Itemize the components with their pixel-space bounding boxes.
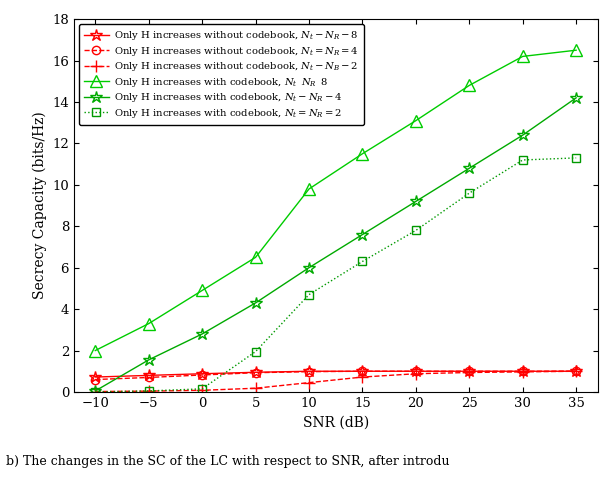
Only H increases without codebook, $N_t = N_R = 4$	[306, 369, 313, 375]
Only H increases with codebook, $N_t - N_R - 4$	[359, 232, 366, 238]
Only H increases with codebook, $N_t - N_R - 4$	[572, 95, 580, 101]
Only H increases with codebook, $N_t - N_R - 4$	[92, 388, 99, 394]
X-axis label: SNR (dB): SNR (dB)	[302, 415, 369, 429]
Only H increases with codebook, $N_t = N_R = 2$	[359, 259, 366, 264]
Only H increases without codebook, $N_t - N_R - 8$	[145, 372, 152, 378]
Only H increases without codebook, $N_t - N_R - 8$	[252, 369, 259, 375]
Only H increases without codebook, $N_t - N_B - 2$	[466, 369, 473, 375]
Only H increases without codebook, $N_t = N_R = 4$	[92, 377, 99, 382]
Only H increases without codebook, $N_t - N_B - 2$	[306, 380, 313, 385]
Line: Only H increases without codebook, $N_t - N_R - 8$: Only H increases without codebook, $N_t …	[89, 365, 582, 383]
Only H increases with codebook, $N_t - N_R - 4$	[252, 300, 259, 306]
Only H increases without codebook, $N_t - N_R - 8$	[412, 369, 419, 374]
Only H increases with codebook, $N_t \;\; N_R \;\; 8$	[412, 118, 419, 123]
Only H increases with codebook, $N_t = N_R = 2$	[145, 388, 152, 394]
Only H increases without codebook, $N_t - N_R - 8$	[572, 369, 580, 374]
Only H increases without codebook, $N_t - N_B - 2$	[145, 388, 152, 394]
Only H increases with codebook, $N_t \;\; N_R \;\; 8$	[572, 47, 580, 53]
Only H increases with codebook, $N_t = N_R = 2$	[519, 157, 527, 163]
Only H increases without codebook, $N_t = N_R = 4$	[519, 369, 527, 374]
Only H increases without codebook, $N_t - N_R - 8$	[359, 369, 366, 374]
Line: Only H increases with codebook, $N_t = N_R = 2$: Only H increases with codebook, $N_t = N…	[91, 154, 580, 396]
Only H increases with codebook, $N_t - N_R - 4$	[306, 265, 313, 271]
Only H increases with codebook, $N_t = N_R = 2$	[572, 155, 580, 161]
Line: Only H increases with codebook, $N_t \;\; N_R \;\; 8$: Only H increases with codebook, $N_t \;\…	[90, 44, 582, 356]
Line: Only H increases without codebook, $N_t - N_B - 2$: Only H increases without codebook, $N_t …	[90, 366, 582, 397]
Only H increases with codebook, $N_t \;\; N_R \;\; 8$	[145, 321, 152, 326]
Only H increases with codebook, $N_t - N_R - 4$	[198, 331, 206, 337]
Only H increases with codebook, $N_t - N_R - 4$	[466, 165, 473, 171]
Only H increases with codebook, $N_t = N_R = 2$	[306, 292, 313, 297]
Text: b) The changes in the SC of the LC with respect to SNR, after introdu: b) The changes in the SC of the LC with …	[6, 456, 450, 468]
Y-axis label: Secrecy Capacity (bits/Hz): Secrecy Capacity (bits/Hz)	[32, 112, 47, 299]
Only H increases with codebook, $N_t = N_R = 2$	[198, 386, 206, 392]
Only H increases with codebook, $N_t - N_R - 4$	[412, 198, 419, 204]
Only H increases without codebook, $N_t = N_R = 4$	[466, 369, 473, 374]
Only H increases without codebook, $N_t - N_R - 8$	[198, 371, 206, 377]
Only H increases without codebook, $N_t - N_R - 8$	[519, 369, 527, 374]
Only H increases without codebook, $N_t = N_R = 4$	[252, 370, 259, 376]
Only H increases with codebook, $N_t \;\; N_R \;\; 8$	[466, 83, 473, 88]
Only H increases with codebook, $N_t - N_R - 4$	[145, 357, 152, 363]
Only H increases without codebook, $N_t = N_R = 4$	[412, 369, 419, 374]
Only H increases with codebook, $N_t = N_R = 2$	[412, 228, 419, 233]
Only H increases without codebook, $N_t = N_R = 4$	[572, 369, 580, 374]
Only H increases without codebook, $N_t - N_B - 2$	[198, 388, 206, 393]
Only H increases without codebook, $N_t - N_R - 8$	[306, 369, 313, 374]
Only H increases without codebook, $N_t = N_R = 4$	[359, 369, 366, 374]
Only H increases with codebook, $N_t = N_R = 2$	[92, 389, 99, 395]
Only H increases with codebook, $N_t \;\; N_R \;\; 8$	[252, 254, 259, 260]
Only H increases with codebook, $N_t - N_R - 4$	[519, 132, 527, 138]
Only H increases with codebook, $N_t = N_R = 2$	[466, 190, 473, 196]
Only H increases with codebook, $N_t = N_R = 2$	[252, 349, 259, 355]
Only H increases without codebook, $N_t - N_B - 2$	[412, 371, 419, 377]
Only H increases without codebook, $N_t - N_R - 8$	[92, 374, 99, 380]
Legend: Only H increases without codebook, $N_t - N_R - 8$, Only H increases without cod: Only H increases without codebook, $N_t …	[79, 24, 364, 125]
Only H increases with codebook, $N_t \;\; N_R \;\; 8$	[306, 186, 313, 192]
Only H increases without codebook, $N_t - N_R - 8$	[466, 369, 473, 374]
Only H increases with codebook, $N_t \;\; N_R \;\; 8$	[92, 348, 99, 353]
Only H increases without codebook, $N_t - N_B - 2$	[252, 385, 259, 391]
Line: Only H increases with codebook, $N_t - N_R - 4$: Only H increases with codebook, $N_t - N…	[89, 92, 582, 397]
Line: Only H increases without codebook, $N_t = N_R = 4$: Only H increases without codebook, $N_t …	[91, 367, 580, 384]
Only H increases without codebook, $N_t = N_R = 4$	[198, 372, 206, 378]
Only H increases without codebook, $N_t - N_B - 2$	[519, 369, 527, 375]
Only H increases without codebook, $N_t - N_B - 2$	[572, 369, 580, 374]
Only H increases without codebook, $N_t - N_B - 2$	[92, 389, 99, 394]
Only H increases with codebook, $N_t \;\; N_R \;\; 8$	[519, 54, 527, 59]
Only H increases with codebook, $N_t \;\; N_R \;\; 8$	[198, 288, 206, 293]
Only H increases with codebook, $N_t \;\; N_R \;\; 8$	[359, 151, 366, 157]
Only H increases without codebook, $N_t - N_B - 2$	[359, 374, 366, 380]
Only H increases without codebook, $N_t = N_R = 4$	[145, 375, 152, 380]
